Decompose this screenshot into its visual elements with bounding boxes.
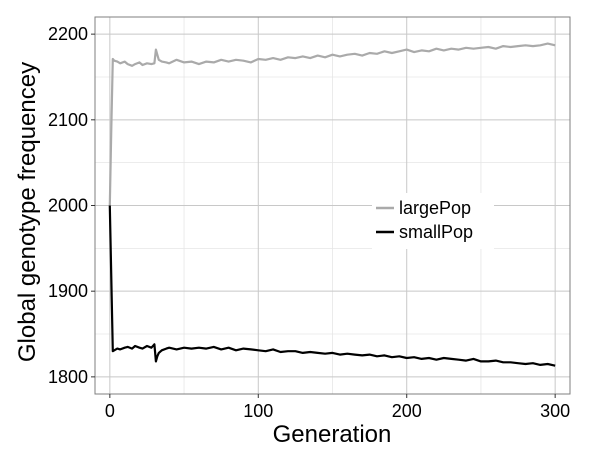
y-tick-label: 2000	[48, 196, 88, 216]
x-tick-label: 100	[243, 401, 273, 421]
series-line-largePop	[108, 42, 556, 206]
legend-label-smallPop: smallPop	[399, 222, 473, 242]
legend: largePop smallPop	[372, 193, 494, 249]
x-tick-label: 200	[392, 401, 422, 421]
y-tick-label: 1800	[48, 367, 88, 387]
x-tick-label: 0	[105, 401, 115, 421]
grid	[95, 17, 570, 394]
y-tick-label: 2200	[48, 24, 88, 44]
y-axis-title: Global genotype frequencey	[14, 62, 41, 362]
legend-background	[372, 193, 494, 249]
y-tick-label: 2100	[48, 110, 88, 130]
x-tick-label: 300	[540, 401, 570, 421]
x-axis-title: Generation	[273, 421, 392, 448]
legend-label-largePop: largePop	[399, 198, 471, 218]
axes: 0 100 200 300 1800 1900 2000 2100 2200	[48, 24, 570, 421]
series-lines	[108, 42, 556, 367]
series-line-smallPop	[108, 205, 556, 367]
y-tick-label: 1900	[48, 281, 88, 301]
